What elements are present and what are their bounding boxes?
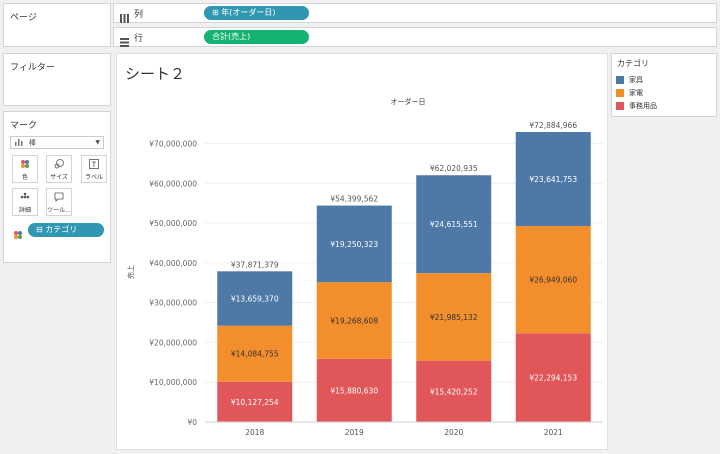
y-tick-label: ¥40,000,000 [149, 259, 197, 268]
color-button[interactable]: 色 [12, 155, 38, 183]
label-icon [82, 159, 106, 169]
columns-label: 列 [134, 10, 144, 20]
category-color-pill[interactable]: ⊟ カテゴリ [28, 223, 104, 237]
legend-label: 家具 [629, 76, 643, 84]
bar-value-label: ¥21,985,132 [430, 313, 478, 322]
y-tick-label: ¥70,000,000 [149, 139, 197, 148]
bar-segment [515, 132, 591, 227]
mark-type-dropdown[interactable]: 棒 ▼ [10, 136, 104, 149]
rows-pill-label: 合計(売上) [212, 32, 251, 41]
mark-type-label: 棒 [29, 139, 36, 147]
rows-pill[interactable]: 合計(売上) [204, 30, 309, 44]
bar-segment [416, 273, 492, 361]
bar-value-label: ¥22,294,153 [529, 374, 577, 383]
tooltip-icon [47, 192, 71, 202]
legend-swatch [616, 102, 624, 110]
rows-label: 行 [134, 34, 144, 44]
bar-segment [316, 358, 392, 422]
label-button[interactable]: ラベル [81, 155, 107, 183]
tooltip-button[interactable]: ツール... [46, 188, 72, 216]
size-icon [47, 159, 71, 169]
bar-value-label: ¥10,127,254 [231, 398, 279, 407]
legend-label: 事務用品 [629, 102, 657, 110]
bar-segment [515, 226, 591, 334]
detail-button[interactable]: 詳細 [12, 188, 38, 216]
y-tick-label: ¥20,000,000 [149, 338, 197, 347]
marks-title: マーク [10, 121, 38, 131]
columns-icon [120, 8, 129, 27]
filters-title: フィルター [10, 63, 55, 73]
bar-segment [416, 360, 492, 422]
bar-value-label: ¥19,250,323 [330, 240, 378, 249]
label-button-label: ラベル [84, 174, 103, 181]
bar-segment [316, 205, 392, 283]
y-tick-label: ¥60,000,000 [149, 179, 197, 188]
x-tick-label: 2018 [245, 428, 264, 437]
stacked-bar-chart: オーダー日 ¥0 ¥10,000,000 ¥20,000,000 ¥30,000,000… [126, 97, 603, 437]
sheet-title: シート２ [125, 65, 186, 83]
legend-label: 家電 [629, 89, 643, 97]
columns-shelf[interactable]: 列 ⊞ 年(オーダー日) [113, 3, 717, 23]
bar-total-label: ¥62,020,935 [430, 164, 478, 173]
color-icon [13, 159, 37, 169]
y-tick-label: ¥30,000,000 [149, 299, 197, 308]
x-tick-label: 2019 [345, 428, 364, 437]
bar-segment [416, 175, 492, 274]
legend-swatch [616, 76, 624, 84]
sheet-view: シート２ オーダー日 ¥0 ¥10,000,000 ¥20,000,000 ¥30,00… [116, 53, 608, 450]
bar-segment [217, 381, 293, 422]
color-dots-icon [13, 225, 23, 244]
y-tick-label: ¥0 [187, 418, 197, 427]
pages-title: ページ [10, 13, 37, 23]
bar-value-label: ¥15,880,630 [330, 386, 378, 395]
chevron-down-icon: ▼ [95, 139, 100, 146]
size-button-label: サイズ [50, 174, 68, 181]
category-pill-label: カテゴリ [45, 225, 78, 234]
legend-title: カテゴリ [617, 59, 649, 68]
pages-pane[interactable]: ページ [3, 3, 111, 47]
detail-button-label: 詳細 [18, 207, 31, 214]
rows-shelf[interactable]: 行 合計(売上) [113, 27, 717, 47]
bar-total-label: ¥72,884,966 [529, 121, 577, 130]
dimension-icon: ⊟ [36, 225, 46, 234]
bar-total-label: ¥37,871,379 [231, 260, 279, 269]
bar-value-label: ¥26,949,060 [529, 276, 577, 285]
marks-pane: マーク 棒 ▼ 色 サイズ ラベル 詳細 ツール... [3, 111, 111, 263]
size-button[interactable]: サイズ [46, 155, 72, 183]
bar-value-label: ¥23,641,753 [529, 175, 577, 184]
chart-title: オーダー日 [391, 97, 426, 106]
detail-icon [13, 192, 37, 202]
y-tick-label: ¥50,000,000 [149, 219, 197, 228]
bar-segment [316, 282, 392, 359]
bar-value-label: ¥24,615,551 [430, 220, 478, 229]
y-axis-label: 売上 [126, 265, 135, 279]
rows-icon [120, 32, 129, 51]
bar-value-label: ¥14,084,755 [231, 350, 279, 359]
date-plus-icon: ⊞ [212, 8, 222, 17]
bar-total-label: ¥54,399,562 [330, 195, 378, 204]
y-tick-label: ¥10,000,000 [149, 378, 197, 387]
bar-segment [217, 271, 293, 326]
filters-pane[interactable]: フィルター [3, 53, 111, 106]
bar-value-label: ¥13,659,370 [231, 294, 279, 303]
bar-segment [515, 333, 591, 422]
bar-value-label: ¥15,420,252 [430, 387, 478, 396]
columns-pill-label: 年(オーダー日) [221, 8, 276, 17]
bar-chart-icon [15, 138, 23, 148]
x-tick-label: 2020 [444, 428, 463, 437]
bar-value-label: ¥19,268,608 [330, 316, 378, 325]
color-button-label: 色 [21, 174, 28, 181]
legend-pane[interactable]: カテゴリ 家具 家電 事務用品 [611, 53, 717, 117]
columns-pill[interactable]: ⊞ 年(オーダー日) [204, 6, 309, 20]
tooltip-button-label: ツール... [47, 207, 71, 214]
bar-segment [217, 325, 293, 382]
legend-swatch [616, 89, 624, 97]
x-tick-label: 2021 [544, 428, 563, 437]
